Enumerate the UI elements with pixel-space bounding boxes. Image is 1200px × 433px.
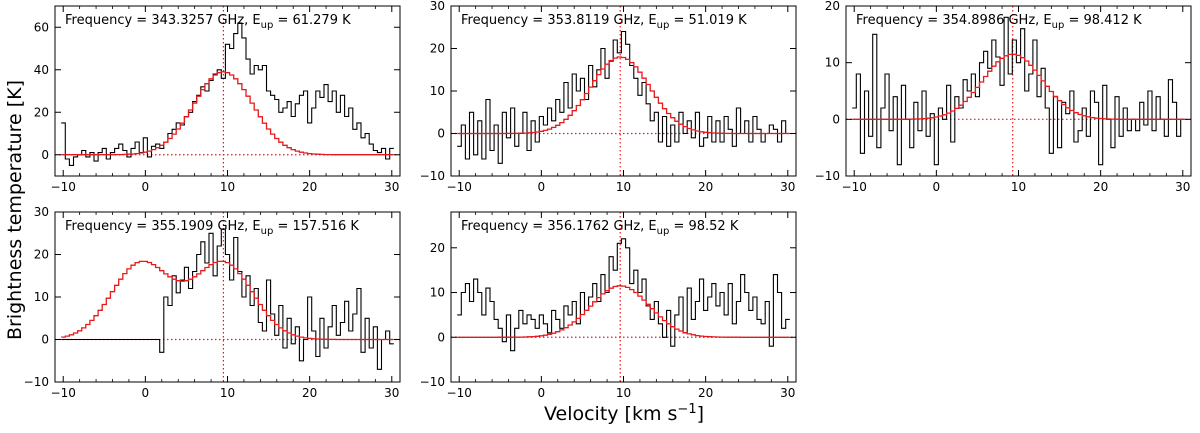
x-axis-label: Velocity [km s−1] <box>544 402 704 425</box>
panel-2-ytick-label: 10 <box>430 84 445 98</box>
panel-1-xtick-label: 30 <box>384 180 399 194</box>
panel-1-ytick-label: 40 <box>34 63 49 77</box>
panel-4: −10 0 10 20 30 −10 0 10 20 30 Frequency = 355.1909… <box>24 205 401 400</box>
panel-1-model-spectrum <box>61 71 394 156</box>
panel-1-xtick-label: 10 <box>220 180 235 194</box>
panel-4-ytick-label: −10 <box>24 375 49 389</box>
panel-3-xtick-label: 10 <box>1011 180 1026 194</box>
panel-3-plot-area <box>846 6 1191 176</box>
panel-2-ytick-label: 20 <box>430 42 445 56</box>
panel-2-observed-spectrum <box>457 30 790 164</box>
panel-5-frame <box>450 211 797 383</box>
panel-1-observed-spectrum <box>61 22 394 166</box>
y-axis-label: Brightness temperature [K] <box>4 80 26 340</box>
panel-1-ytick-label: 0 <box>41 148 49 162</box>
panel-3-model-spectrum <box>852 53 1185 120</box>
panel-4-xtick-label: 10 <box>220 386 235 400</box>
panel-4-xtick-label: −10 <box>51 386 76 400</box>
panel-4-plot-area <box>55 212 400 382</box>
panel-1: −10 0 10 20 30 0 20 40 60 Frequency = 343.3257 GH… <box>34 5 401 194</box>
panel-2-model-spectrum <box>457 56 790 135</box>
panel-3-xtick-label: 0 <box>933 180 941 194</box>
panel-3: −10 0 10 20 30 −10 0 10 20 Frequency = 354.8986 G… <box>815 0 1192 194</box>
panel-3-observed-spectrum <box>852 16 1185 166</box>
panel-1-xtick-label: 20 <box>302 180 317 194</box>
panel-1-ytick-label: 60 <box>34 20 49 34</box>
panel-5-xtick-label: 20 <box>698 386 713 400</box>
panel-4-ytick-label: 0 <box>41 333 49 347</box>
panel-3-ytick-label: −10 <box>815 169 840 183</box>
panel-2-ytick-label: 30 <box>430 0 445 13</box>
panel-4-model-spectrum <box>61 260 394 341</box>
panel-3-xtick-label: −10 <box>842 180 867 194</box>
panel-2-ytick-label: −10 <box>420 169 445 183</box>
panel-5-ytick-label: 0 <box>437 330 445 344</box>
panel-4-title: Frequency = 355.1909 GHz, Eup = 157.516 … <box>65 219 359 237</box>
panel-1-title: Frequency = 343.3257 GHz, Eup = 61.279 K <box>65 13 351 31</box>
panel-2-title: Frequency = 353.8119 GHz, Eup = 51.019 K <box>461 13 747 31</box>
panel-2-plot-area <box>451 6 796 176</box>
panel-4-observed-spectrum <box>61 228 394 370</box>
panel-3-ytick-label: 20 <box>825 0 840 13</box>
panel-1-xtick-label: 0 <box>142 180 150 194</box>
panel-4-xtick-label: 20 <box>302 386 317 400</box>
panel-2-xtick-label: 20 <box>698 180 713 194</box>
panel-4-ytick-label: 30 <box>34 205 49 219</box>
panel-5-plot-area <box>451 212 796 382</box>
panel-5-ytick-label: 20 <box>430 241 445 255</box>
panel-5: −10 0 10 20 30 −10 0 10 20 Frequency = 356.1762 G… <box>420 211 797 400</box>
panel-5-xtick-label: 0 <box>538 386 546 400</box>
panel-3-ytick-label: 0 <box>832 112 840 126</box>
panel-5-observed-spectrum <box>457 238 790 352</box>
panel-2-xtick-label: −10 <box>447 180 472 194</box>
panel-3-xtick-label: 20 <box>1093 180 1108 194</box>
panel-3-xtick-label: 30 <box>1175 180 1190 194</box>
panel-5-ytick-label: −10 <box>420 375 445 389</box>
panel-5-title: Frequency = 356.1762 GHz, Eup = 98.52 K <box>461 219 739 237</box>
panel-1-plot-area <box>55 6 400 176</box>
panel-4-ytick-label: 10 <box>34 290 49 304</box>
panel-4-xtick-label: 30 <box>384 386 399 400</box>
panel-5-model-spectrum <box>457 285 790 338</box>
panel-4-frame <box>54 211 401 383</box>
panel-2-xtick-label: 0 <box>538 180 546 194</box>
panel-5-ytick-label: 10 <box>430 286 445 300</box>
panel-4-ytick-label: 20 <box>34 248 49 262</box>
panel-3-ytick-label: 10 <box>825 56 840 70</box>
panel-2-ytick-label: 0 <box>437 127 445 141</box>
panel-2-xtick-label: 30 <box>780 180 795 194</box>
panel-1-ytick-label: 20 <box>34 105 49 119</box>
panel-2-xtick-label: 10 <box>616 180 631 194</box>
panel-4-xtick-label: 0 <box>142 386 150 400</box>
panel-5-xtick-label: −10 <box>447 386 472 400</box>
panel-2: −10 0 10 20 30 −10 0 10 20 30 Frequency = 353.8119… <box>420 0 797 194</box>
panel-3-title: Frequency = 354.8986 GHz, Eup = 98.412 K <box>856 13 1142 31</box>
panel-1-xtick-label: −10 <box>51 180 76 194</box>
panel-5-xtick-label: 30 <box>780 386 795 400</box>
panel-5-xtick-label: 10 <box>616 386 631 400</box>
